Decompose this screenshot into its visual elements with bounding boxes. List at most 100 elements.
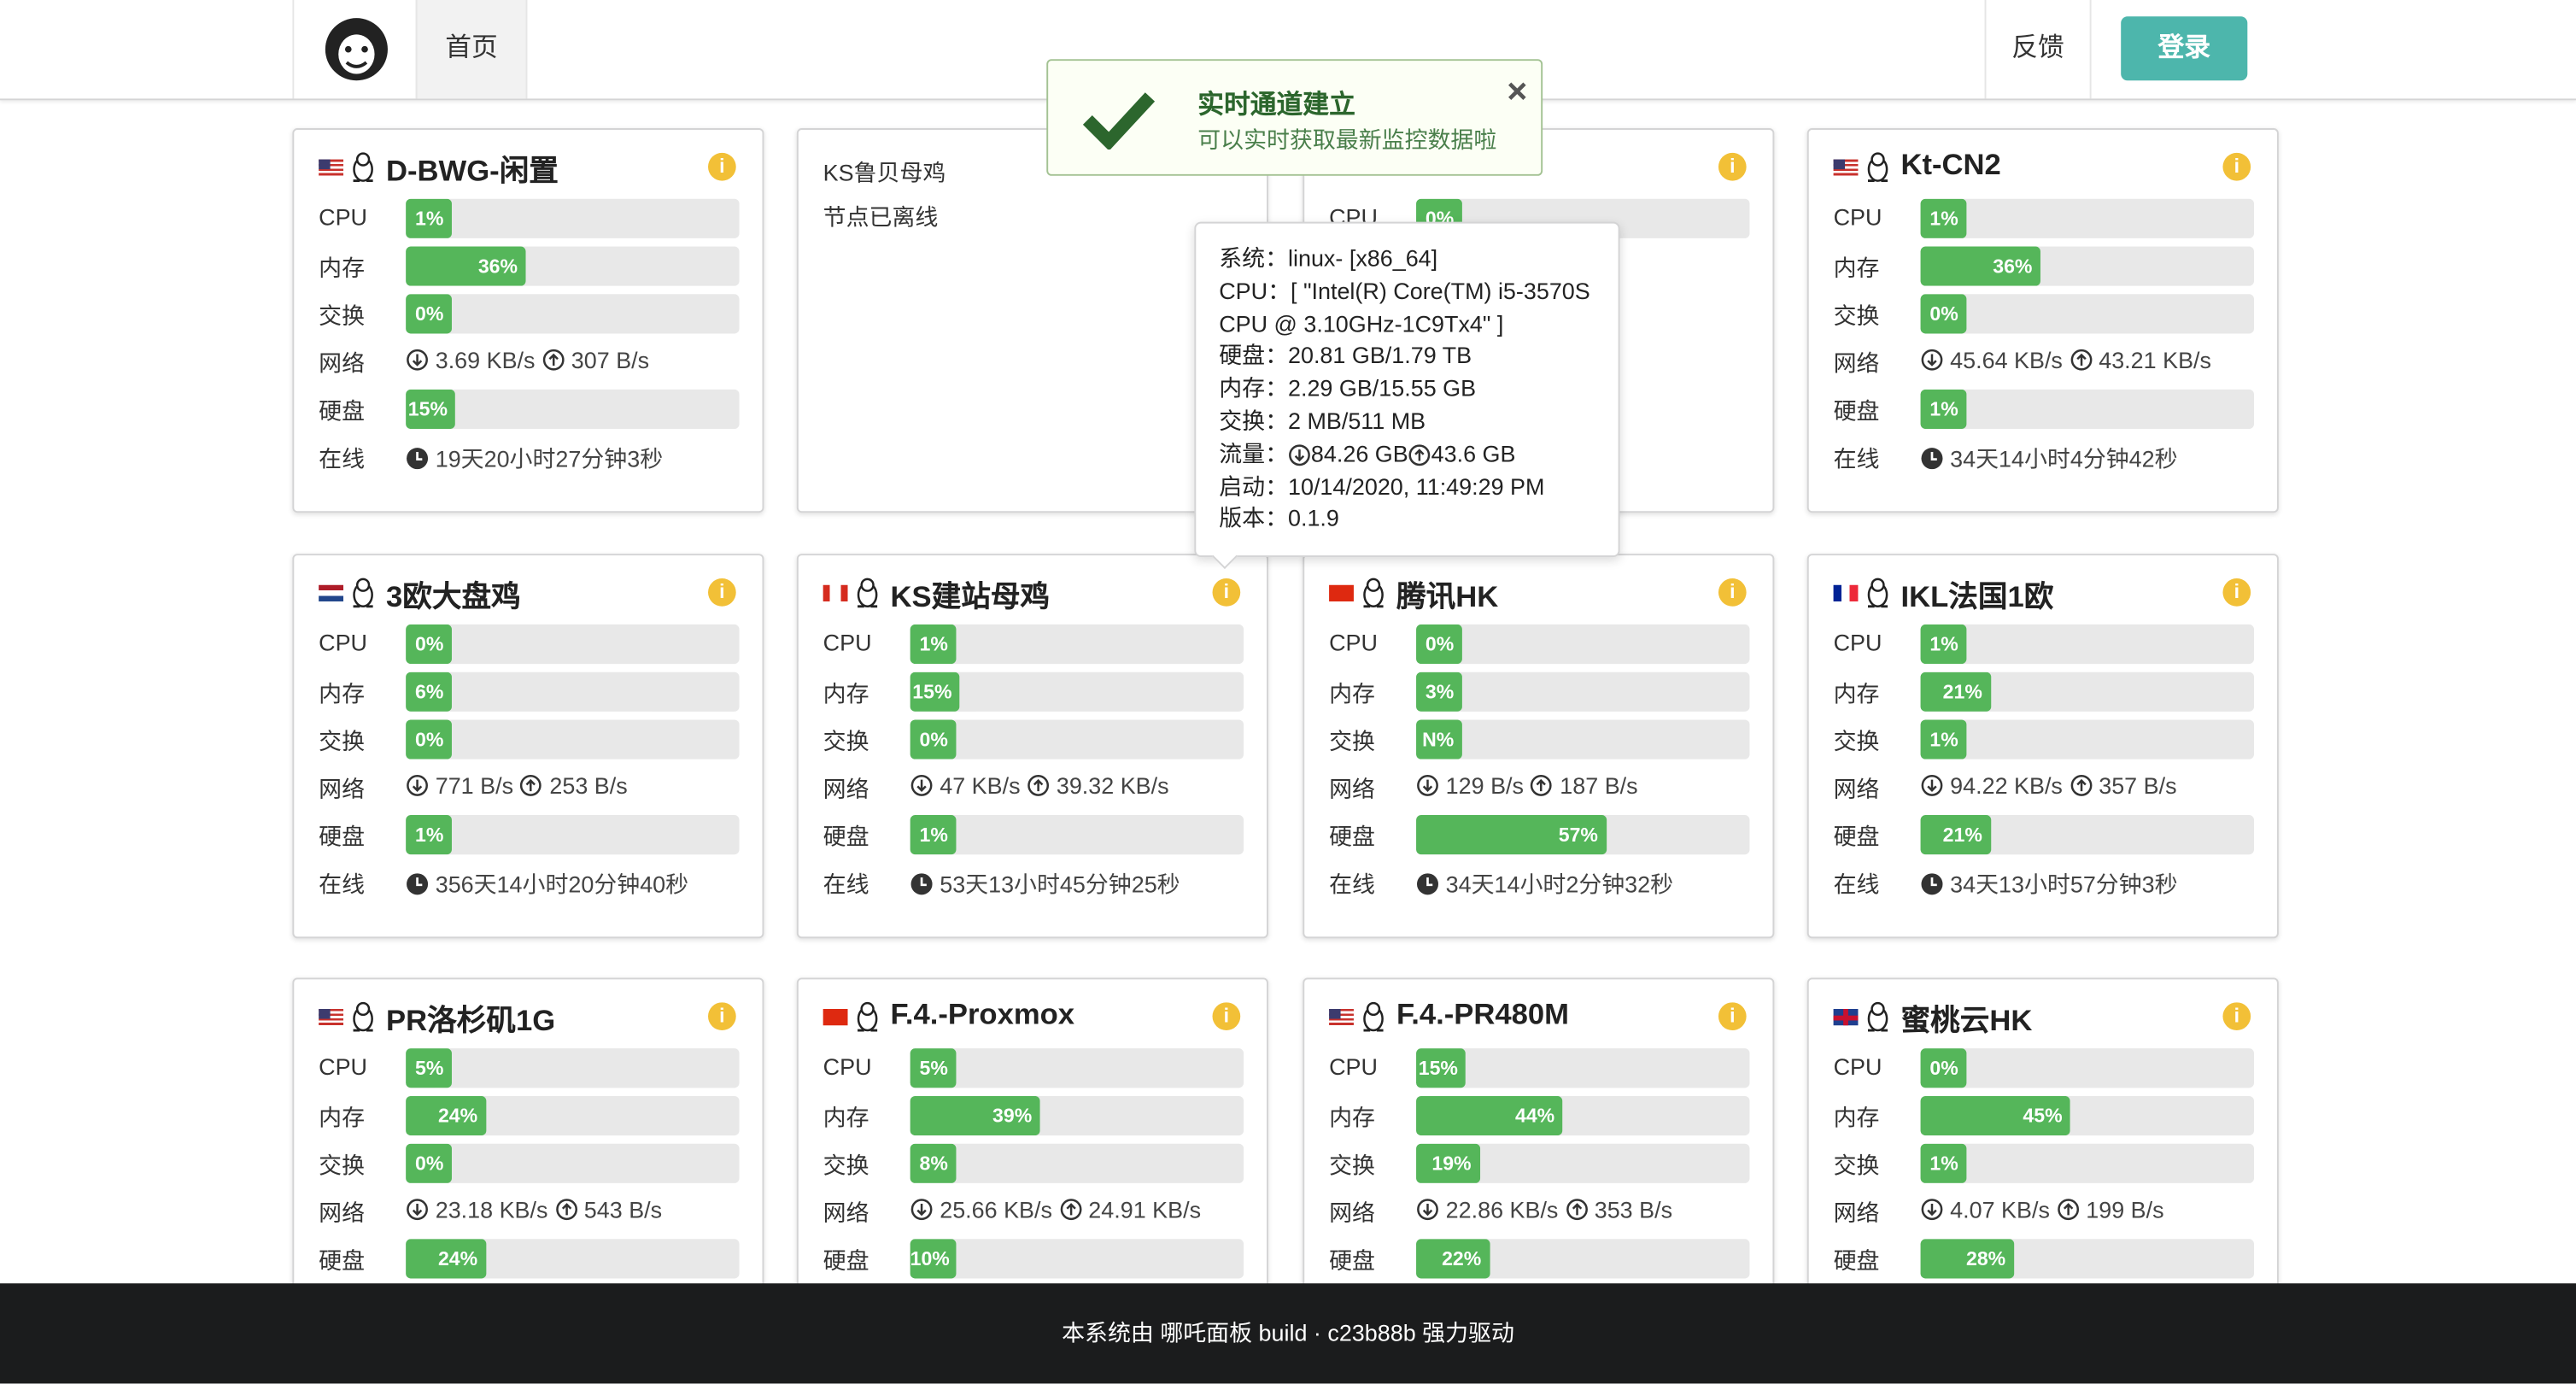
up-icon <box>520 774 543 797</box>
server-card: Kt-CN2 i CPU 1% 内存 36% 交换 0% 网络 45.64 KB/s 43.21 K… <box>1806 128 2279 513</box>
uptime-text: 53天13小时45分钟25秒 <box>940 871 1180 898</box>
down-icon <box>1416 1198 1439 1221</box>
net-down: 3.69 KB/s <box>435 346 536 373</box>
mem-fill: 6% <box>406 671 452 712</box>
swap-label: 交换 <box>1833 1152 1880 1179</box>
cpu-label: CPU <box>1833 629 1882 656</box>
info-icon[interactable]: i <box>1718 578 1747 607</box>
os-icon <box>1865 1000 1891 1040</box>
cpu-bar: 1% <box>1920 624 2255 665</box>
cpu-bar: 5% <box>910 1048 1244 1088</box>
clock-icon <box>1416 872 1439 895</box>
traffic-up: 43.6 GB <box>1431 440 1516 466</box>
server-name: D-BWG-闲置 <box>386 154 559 188</box>
disk-bar: 15% <box>406 389 740 430</box>
login-button[interactable]: 登录 <box>2121 16 2248 81</box>
cpu-bar: 1% <box>1920 198 2255 238</box>
mem-bar: 36% <box>406 246 740 286</box>
info-icon[interactable]: i <box>1718 152 1747 181</box>
tooltip-line: 硬盘：20.81 GB/1.79 TB <box>1219 342 1472 369</box>
flag <box>319 159 344 176</box>
mem-label: 内存 <box>823 680 869 707</box>
cpu-bar: 0% <box>1416 624 1750 665</box>
swap-bar: 0% <box>406 1143 740 1183</box>
info-icon[interactable]: i <box>1718 1002 1747 1031</box>
disk-label: 硬盘 <box>1833 397 1880 425</box>
server-name: IKL法国1欧 <box>1900 579 2054 613</box>
net-down: 129 B/s <box>1445 772 1524 799</box>
mem-label: 内存 <box>319 255 366 281</box>
info-icon[interactable]: i <box>708 1002 736 1031</box>
network: 771 B/s 253 B/s <box>406 772 628 799</box>
info-icon[interactable]: i <box>2222 152 2251 181</box>
cpu-label: CPU <box>823 629 872 656</box>
info-icon[interactable]: i <box>708 152 736 181</box>
net-up: 199 B/s <box>2086 1196 2164 1223</box>
os-icon <box>350 151 377 191</box>
swap-bar: 0% <box>406 719 740 759</box>
toast-message: 可以实时获取最新监控数据啦 <box>1197 126 1497 153</box>
os-icon <box>350 1000 377 1040</box>
flag <box>823 1009 848 1026</box>
disk-fill: 1% <box>1920 389 1967 430</box>
mem-fill: 36% <box>406 246 526 286</box>
os-icon <box>854 577 881 616</box>
swap-label: 交换 <box>319 728 366 754</box>
cpu-label: CPU <box>823 1053 872 1080</box>
mem-fill: 39% <box>910 1095 1040 1136</box>
toast-close[interactable] <box>1508 82 1526 101</box>
info-icon[interactable]: i <box>2222 578 2251 607</box>
up-icon <box>1408 443 1431 466</box>
down-icon <box>406 774 429 797</box>
server-name: KS建站母鸡 <box>890 579 1051 613</box>
up-icon <box>1531 774 1554 797</box>
mem-label: 内存 <box>319 1104 366 1131</box>
cpu-bar: 0% <box>1920 1048 2255 1088</box>
disk-bar: 1% <box>406 815 740 855</box>
flag-cross <box>1833 1014 1859 1020</box>
info-icon[interactable]: i <box>1212 1002 1241 1031</box>
cpu-fill: 1% <box>406 198 452 238</box>
swap-fill: 8% <box>910 1143 957 1183</box>
tooltip-line: 交换：2 MB/511 MB <box>1219 407 1426 434</box>
flag-canton <box>1329 1009 1341 1018</box>
cpu-fill: 0% <box>406 624 452 665</box>
cpu-fill: 5% <box>406 1048 452 1088</box>
feedback-link[interactable]: 反馈 <box>1984 0 2092 99</box>
mem-label: 内存 <box>1833 255 1880 281</box>
traffic-label: 流量： <box>1219 440 1289 466</box>
flag <box>1329 1009 1354 1026</box>
down-icon <box>1921 1198 1944 1221</box>
up-icon <box>554 1198 577 1221</box>
disk-fill: 57% <box>1416 815 1607 855</box>
info-icon[interactable]: i <box>708 578 736 607</box>
uptime-label: 在线 <box>319 445 366 472</box>
net-up: 43.21 KB/s <box>2099 346 2211 373</box>
cpu-bar: 0% <box>406 624 740 665</box>
logo[interactable] <box>292 0 417 99</box>
up-icon <box>2070 774 2093 797</box>
net-up: 39.32 KB/s <box>1056 772 1169 799</box>
flag-canton <box>1833 159 1846 169</box>
info-icon[interactable]: i <box>1212 578 1241 607</box>
network: 25.66 KB/s 24.91 KB/s <box>910 1196 1201 1223</box>
mem-fill: 3% <box>1416 671 1462 712</box>
net-down: 25.66 KB/s <box>940 1196 1052 1223</box>
flag <box>319 584 344 601</box>
mem-bar: 39% <box>910 1095 1244 1136</box>
uptime: 19天20小时27分钟3秒 <box>406 442 663 474</box>
home-tab[interactable]: 首页 <box>415 0 528 99</box>
tooltip-traffic: 流量： 84.26 GB 43.6 GB <box>1219 438 1595 471</box>
info-icon[interactable]: i <box>2222 1002 2251 1031</box>
swap-bar: 0% <box>910 719 1244 759</box>
clock-icon <box>1921 447 1944 470</box>
network: 22.86 KB/s 353 B/s <box>1416 1196 1672 1223</box>
disk-label: 硬盘 <box>1329 1246 1375 1274</box>
cpu-fill: 5% <box>910 1048 957 1088</box>
tooltip-line: 系统：linux- [x86_64] <box>1219 244 1438 272</box>
server-card: D-BWG-闲置 i CPU 1% 内存 36% 交换 0% 网络 3.69 KB/s 307 B/… <box>292 128 764 513</box>
swap-label: 交换 <box>823 1152 869 1179</box>
uptime-text: 19天20小时27分钟3秒 <box>435 445 664 472</box>
